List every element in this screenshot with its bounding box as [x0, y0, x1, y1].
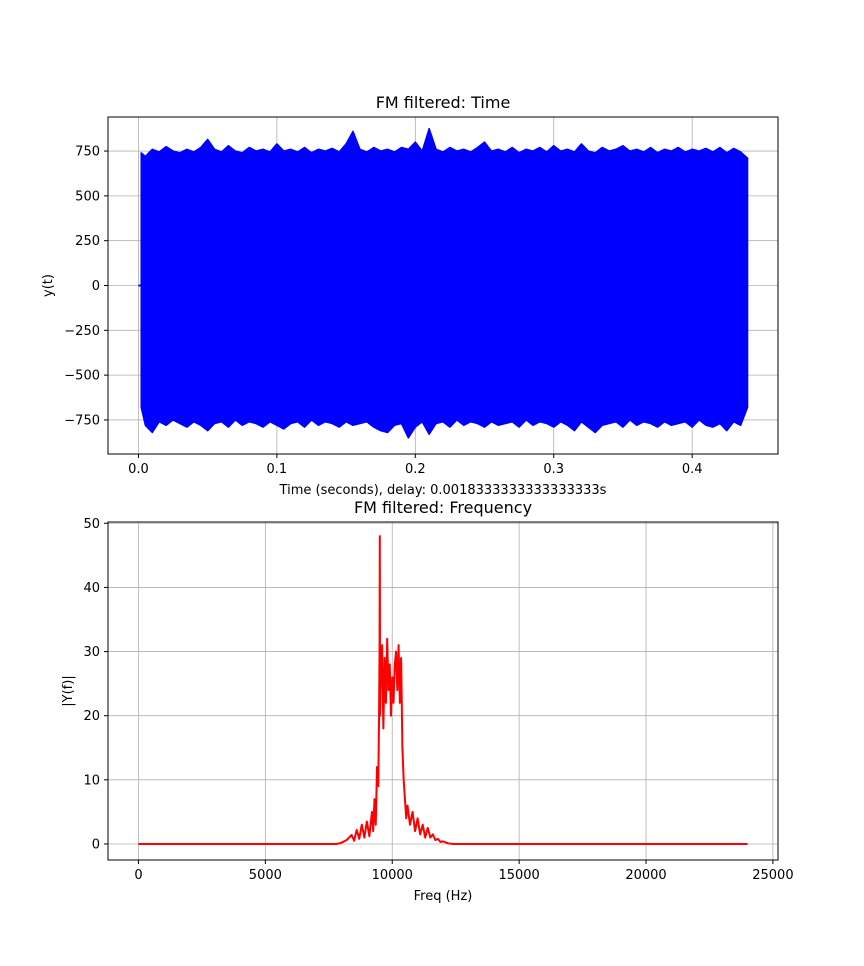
freq-y-axis-label: |Y(f)| [61, 675, 76, 706]
time-chart: 0.0 0.1 0.2 0.3 0.4 750 500 250 0 −250 −500 −750 FM … [41, 93, 779, 498]
freq-x-tick-label-5: 25000 [752, 868, 793, 883]
time-y-tick-label-4: −250 [64, 324, 100, 339]
freq-y-tick-label-1: 10 [83, 773, 100, 788]
time-x-tick-label-2: 0.2 [405, 462, 426, 477]
time-y-axis-label: y(t) [41, 274, 56, 297]
time-x-tick-label-0: 0.0 [128, 462, 149, 477]
freq-y-tick-label-2: 20 [83, 709, 100, 724]
time-x-tick-label-1: 0.1 [267, 462, 288, 477]
freq-chart-title: FM filtered: Frequency [354, 498, 532, 517]
time-x-tick-label-3: 0.3 [543, 462, 564, 477]
freq-x-tick-label-4: 20000 [625, 868, 666, 883]
freq-x-axis-label: Freq (Hz) [414, 889, 473, 904]
time-series-band-0 [140, 127, 749, 439]
freq-y-tick-label-0: 0 [92, 837, 100, 852]
time-chart-title: FM filtered: Time [376, 93, 511, 112]
time-x-axis-label: Time (seconds), delay: 0.001833333333333… [279, 483, 607, 498]
freq-x-tick-label-2: 10000 [372, 868, 413, 883]
freq-plot-area [108, 522, 778, 860]
freq-series-line-0 [138, 535, 748, 845]
freq-x-tick-label-0: 0 [134, 868, 142, 883]
freq-y-tick-label-4: 40 [83, 581, 100, 596]
time-y-tick-label-5: −500 [64, 369, 100, 384]
time-x-tick-label-4: 0.4 [682, 462, 703, 477]
time-y-tick-label-6: −750 [64, 413, 100, 428]
freq-y-tick-label-3: 30 [83, 645, 100, 660]
time-y-tick-label-2: 250 [75, 234, 100, 249]
freq-x-tick-label-1: 5000 [249, 868, 282, 883]
time-y-tick-label-0: 750 [75, 145, 100, 160]
time-y-tick-label-1: 500 [75, 189, 100, 204]
time-y-tick-label-3: 0 [92, 279, 100, 294]
freq-x-tick-label-3: 15000 [498, 868, 539, 883]
freq-axes-frame [107, 521, 779, 861]
freq-y-tick-label-5: 50 [83, 517, 100, 532]
freq-chart: 0 5000 10000 15000 20000 25000 0 10 20 30 40 50 FM f… [61, 498, 794, 904]
